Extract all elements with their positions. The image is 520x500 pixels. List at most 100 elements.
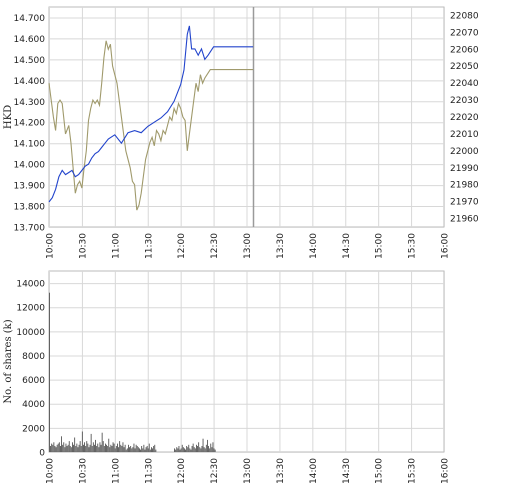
x-tick-label: 15:30 xyxy=(408,233,418,259)
volume-bar xyxy=(182,447,184,452)
x-tick-label: 14:00 xyxy=(309,458,319,484)
volume-bar xyxy=(178,446,180,452)
volume-bar xyxy=(177,448,179,452)
volume-bar xyxy=(194,448,196,452)
x-tick-label: 11:30 xyxy=(144,233,154,259)
volume-bar xyxy=(120,444,122,452)
y-right-tick-label: 22080 xyxy=(450,11,479,21)
y-left-tick-label: 14.100 xyxy=(14,140,46,150)
x-tick-label: 10:30 xyxy=(78,458,88,484)
volume-bar xyxy=(193,447,195,452)
volume-bar xyxy=(52,444,54,452)
volume-bar xyxy=(204,448,206,452)
y-right-tick-label: 21960 xyxy=(450,215,479,225)
volume-bar xyxy=(96,446,98,452)
x-tick-label: 16:00 xyxy=(441,458,451,484)
volume-bar xyxy=(69,446,71,452)
volume-bar xyxy=(137,447,139,452)
volume-bar xyxy=(149,449,151,452)
y-right-tick-label: 22040 xyxy=(450,79,479,89)
x-tick-label: 11:00 xyxy=(111,233,121,259)
volume-bar xyxy=(151,447,152,452)
volume-bar xyxy=(143,444,145,452)
x-tick-label: 13:30 xyxy=(276,458,286,484)
y-right-tick-label: 21970 xyxy=(450,198,479,208)
volume-bar xyxy=(51,443,53,452)
y-left-tick-label: 14.500 xyxy=(14,56,46,66)
volume-bar xyxy=(144,449,146,452)
volume-bar xyxy=(129,447,130,452)
y-tick-label: 14000 xyxy=(16,280,45,290)
y-left-tick-label: 14.000 xyxy=(14,161,46,171)
y-axis-title: No. of shares (k) xyxy=(3,319,14,403)
x-tick-label: 14:30 xyxy=(342,458,352,484)
volume-bar xyxy=(135,444,137,452)
x-tick-label: 11:30 xyxy=(144,458,154,484)
volume-bar xyxy=(142,448,144,452)
volume-bar xyxy=(126,448,128,452)
volume-bar xyxy=(205,444,207,452)
volume-bar xyxy=(77,447,79,452)
volume-bar xyxy=(146,446,148,452)
volume-bar xyxy=(128,444,129,452)
volume-bar xyxy=(211,447,213,452)
price-chart: 10:00 10:30 11:00 11:30 12:00 12:30 13:00 13:30… xyxy=(3,6,479,259)
volume-bar xyxy=(174,448,175,452)
volume-bar xyxy=(94,444,95,452)
y-left-tick-label: 13.700 xyxy=(14,224,46,234)
x-tick-label: 15:00 xyxy=(375,233,385,259)
x-tick-label: 10:00 xyxy=(46,233,56,259)
volume-bar xyxy=(89,444,91,452)
volume-bar xyxy=(50,446,51,452)
volume-bar xyxy=(210,443,212,452)
volume-bar xyxy=(114,448,116,452)
volume-bar xyxy=(81,431,83,452)
volume-bar xyxy=(85,446,87,452)
volume-bar xyxy=(139,448,140,452)
volume-bar xyxy=(207,439,208,452)
volume-bar xyxy=(175,449,177,452)
volume-bar xyxy=(86,441,88,452)
volume-bar xyxy=(192,443,194,452)
volume-chart: 10:00 10:30 11:00 11:30 12:00 12:30 13:00 13:30… xyxy=(3,270,451,484)
volume-bar xyxy=(66,446,68,452)
volume-bar xyxy=(68,441,70,452)
volume-bar xyxy=(188,444,190,452)
volume-bar xyxy=(75,446,77,452)
volume-bar xyxy=(133,443,135,452)
volume-bar xyxy=(112,442,114,452)
price-series-line xyxy=(48,25,254,203)
volume-bar xyxy=(80,446,82,452)
volume-bar xyxy=(49,292,50,452)
volume-bar xyxy=(58,442,60,452)
x-tick-label: 15:00 xyxy=(375,458,385,484)
volume-bar xyxy=(123,447,125,452)
volume-bar xyxy=(70,447,72,452)
volume-bar xyxy=(154,444,156,452)
volume-bar xyxy=(78,444,80,452)
volume-bar xyxy=(115,446,117,452)
volume-bar xyxy=(147,448,149,452)
y-left-tick-label: 14.400 xyxy=(14,77,46,87)
volume-bar xyxy=(56,444,58,452)
y-tick-label: 2000 xyxy=(22,424,45,434)
x-tick-label: 12:30 xyxy=(210,233,220,259)
volume-bar xyxy=(176,447,178,452)
volume-bar xyxy=(106,444,107,452)
x-tick-label: 13:00 xyxy=(243,233,253,259)
y-tick-label: 8000 xyxy=(22,352,45,362)
volume-bar xyxy=(214,449,216,452)
volume-bar xyxy=(102,441,104,452)
volume-bar xyxy=(108,438,110,452)
volume-bar xyxy=(92,442,94,452)
volume-bar xyxy=(200,448,202,452)
volume-bar xyxy=(79,441,81,452)
volume-bar xyxy=(63,442,65,452)
volume-bar xyxy=(84,442,85,452)
volume-bar xyxy=(73,444,74,452)
volume-bar xyxy=(191,446,193,452)
volume-bar xyxy=(145,447,147,452)
volume-bar xyxy=(55,447,57,452)
y-left-tick-label: 13.900 xyxy=(14,182,46,192)
y-tick-label: 10000 xyxy=(16,328,45,338)
